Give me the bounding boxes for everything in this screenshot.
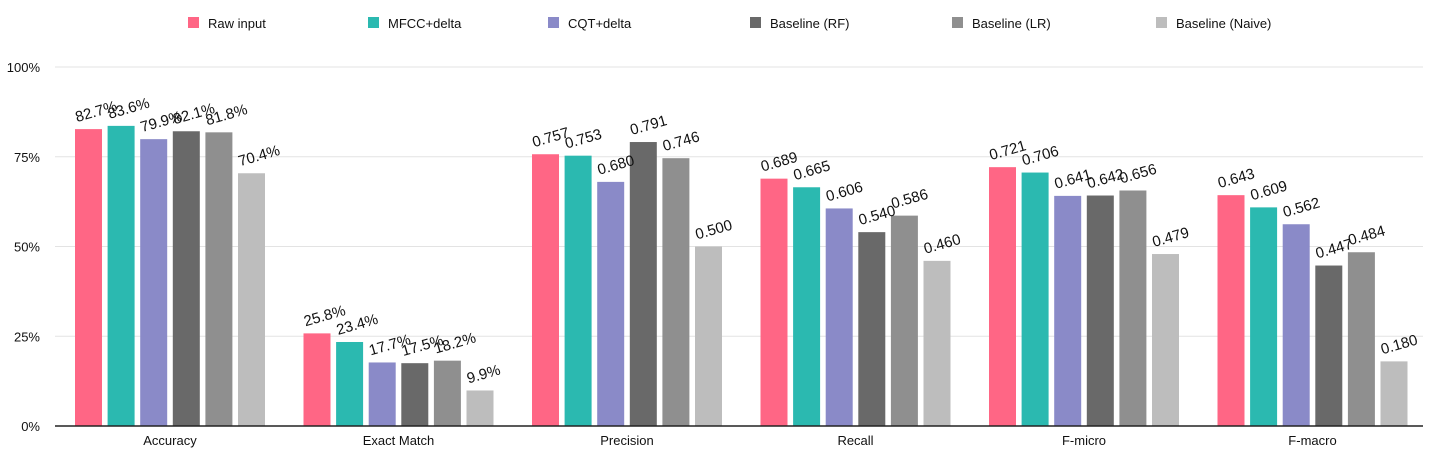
x-tick-label: F-macro: [1288, 433, 1336, 448]
bar: [205, 132, 233, 426]
value-label: 0.460: [922, 231, 963, 258]
y-tick-label: 100%: [7, 60, 41, 75]
value-label: 0.500: [693, 217, 734, 244]
bar: [629, 142, 657, 426]
bar: [75, 129, 102, 426]
legend-label: Raw input: [208, 16, 266, 31]
value-label: 0.180: [1379, 332, 1420, 359]
bar: [1054, 195, 1082, 426]
legend-swatch: [548, 17, 559, 28]
value-label: 9.9%: [465, 362, 503, 388]
bar: [597, 181, 625, 426]
value-label: 0.753: [563, 126, 604, 153]
legend-label: Baseline (Naive): [1176, 16, 1271, 31]
bar: [825, 208, 853, 426]
legend-swatch: [750, 17, 761, 28]
bar: [1250, 207, 1278, 426]
bar: [1347, 252, 1375, 426]
value-label: 70.4%: [236, 142, 282, 170]
bar: [401, 363, 429, 426]
bar: [564, 155, 592, 426]
bar: [793, 187, 821, 426]
legend-swatch: [1156, 17, 1167, 28]
legend-swatch: [952, 17, 963, 28]
legend-label: CQT+delta: [568, 16, 632, 31]
x-tick-label: Precision: [600, 433, 653, 448]
bar: [1282, 224, 1310, 426]
bar: [760, 178, 788, 426]
value-label: 0.484: [1346, 222, 1387, 249]
legend: Raw input MFCC+delta CQT+delta Baseline (RF…: [188, 16, 1271, 31]
bar: [1021, 172, 1049, 426]
bar: [1380, 361, 1408, 426]
bar: [890, 215, 918, 426]
bar: [1086, 195, 1114, 426]
bar: [172, 131, 200, 427]
x-tick-label: Recall: [837, 433, 873, 448]
bar: [662, 158, 690, 426]
legend-label: Baseline (LR): [972, 16, 1051, 31]
bar: [1315, 265, 1343, 426]
legend-swatch: [188, 17, 199, 28]
bar: [336, 341, 364, 426]
bar: [532, 154, 559, 426]
bar: [368, 362, 396, 426]
bar: [858, 232, 886, 426]
bar: [433, 360, 461, 426]
bars: [75, 125, 1408, 427]
y-tick-label: 75%: [14, 150, 40, 165]
legend-label: MFCC+delta: [388, 16, 462, 31]
legend-swatch: [368, 17, 379, 28]
bar: [238, 173, 265, 426]
value-label: 0.562: [1281, 194, 1322, 221]
bar: [923, 260, 951, 426]
value-label: 0.606: [824, 179, 865, 206]
value-label: 0.791: [628, 112, 669, 139]
y-tick-label: 25%: [14, 329, 40, 344]
bar: [466, 390, 494, 426]
value-label: 0.656: [1118, 161, 1159, 188]
bar: [107, 125, 135, 426]
value-label: 0.586: [889, 186, 930, 213]
bar: [1119, 190, 1147, 426]
bar: [1152, 254, 1179, 426]
y-axis: 0% 25% 50% 75% 100%: [7, 60, 41, 434]
x-tick-label: Exact Match: [363, 433, 435, 448]
x-axis: Accuracy Exact Match Precision Recall F-micr…: [55, 425, 1423, 448]
bar: [695, 246, 722, 426]
y-tick-label: 0%: [21, 419, 40, 434]
value-label: 0.746: [661, 128, 702, 155]
legend-label: Baseline (RF): [770, 16, 849, 31]
bar: [989, 167, 1016, 426]
bar: [1217, 195, 1245, 426]
x-tick-label: Accuracy: [143, 433, 197, 448]
gridlines: [55, 66, 1423, 337]
bar: [140, 139, 168, 426]
y-tick-label: 50%: [14, 240, 40, 255]
bar: [303, 333, 331, 426]
x-tick-label: F-micro: [1062, 433, 1106, 448]
